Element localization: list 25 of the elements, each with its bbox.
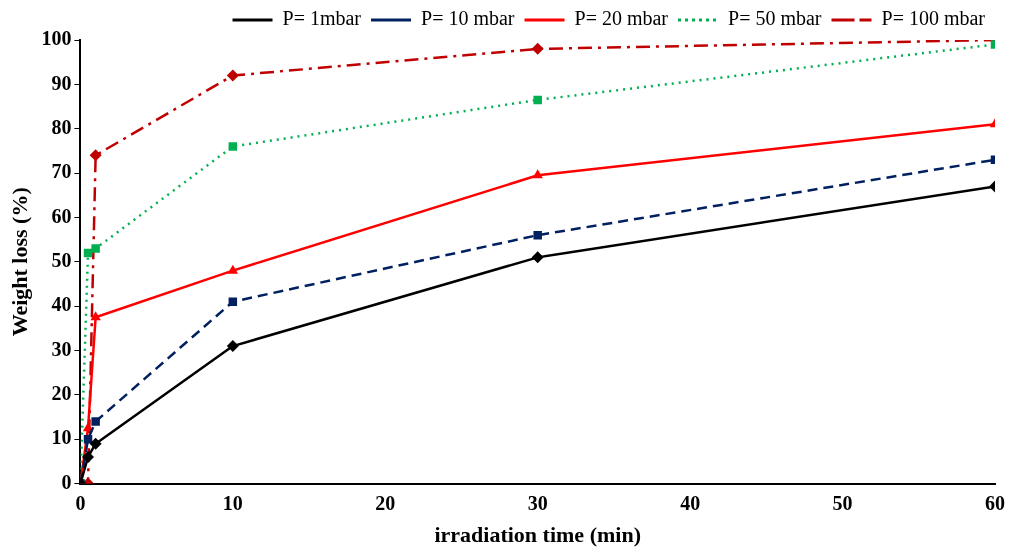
y-tick-label: 60: [51, 204, 72, 227]
legend-label: P= 1mbar: [282, 7, 362, 30]
y-tick-label: 0: [61, 470, 72, 493]
y-tick-label: 40: [51, 293, 72, 316]
y-tick-label: 20: [51, 382, 72, 405]
y-tick-label: 30: [51, 337, 72, 360]
x-tick-label: 40: [680, 491, 701, 514]
y-axis-title: Weight loss (%): [6, 187, 32, 337]
x-tick-label: 0: [75, 491, 86, 514]
y-tick-label: 90: [51, 71, 72, 94]
legend-label: P= 100 mbar: [881, 7, 986, 30]
x-axis-title: irradiation time (min): [434, 522, 641, 548]
legend-label: P= 50 mbar: [728, 7, 822, 30]
x-tick-label: 60: [985, 491, 1005, 514]
x-tick-label: 20: [375, 491, 396, 514]
legend-label: P= 10 mbar: [421, 7, 515, 30]
y-tick-label: 80: [51, 115, 72, 138]
y-tick-label: 70: [51, 160, 72, 183]
y-tick-label: 10: [51, 426, 72, 449]
x-tick-label: 10: [222, 491, 243, 514]
legend-label: P= 20 mbar: [574, 7, 669, 30]
x-tick-label: 50: [832, 491, 853, 514]
y-tick-label: 50: [51, 248, 72, 271]
x-tick-label: 30: [527, 491, 548, 514]
y-tick-label: 100: [41, 27, 72, 50]
